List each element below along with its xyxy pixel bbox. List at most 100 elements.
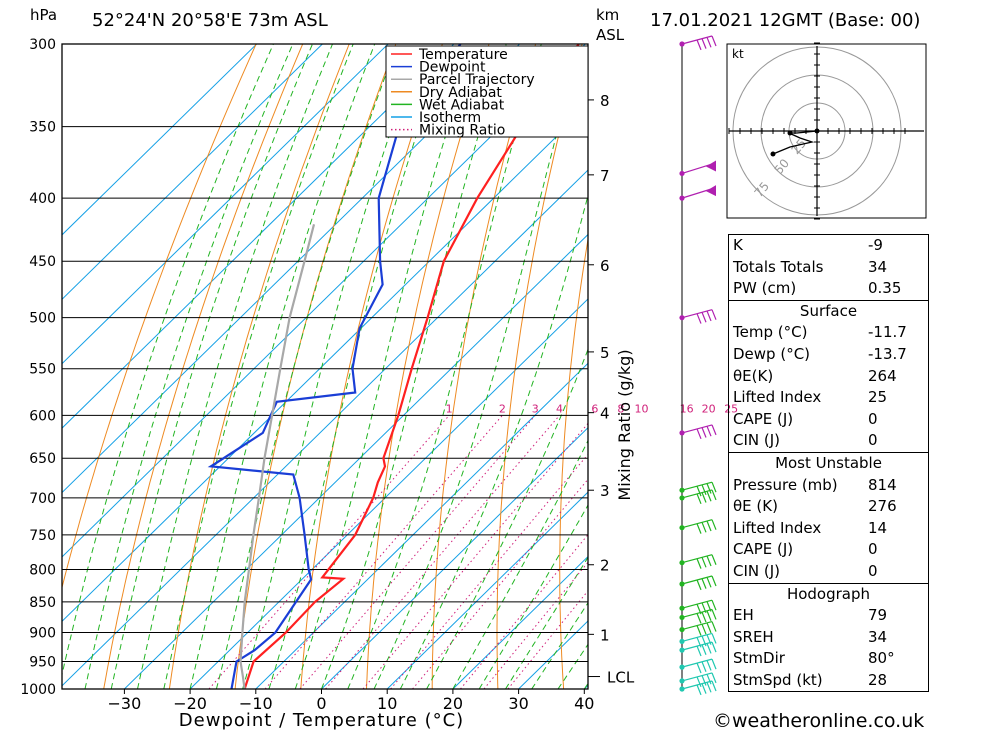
wind-barb-feather <box>706 37 712 48</box>
footer-credit: ©weatheronline.co.uk <box>713 710 925 732</box>
stat-value: 276 <box>868 497 897 516</box>
wind-barb-feather <box>696 485 702 497</box>
wind-barb-feather <box>711 633 717 644</box>
legend-entry: Isotherm <box>419 110 481 126</box>
mixing-ratio-line <box>483 561 588 689</box>
wind-barb-feather <box>706 555 712 567</box>
temperature-tick-label: 20 <box>443 694 463 713</box>
isotherm-line <box>62 44 586 558</box>
mixing-ratio-line <box>299 415 536 689</box>
stat-value: 25 <box>868 388 888 407</box>
height-km-label: 6 <box>600 257 610 275</box>
stat-value: 80° <box>868 649 895 668</box>
mixing-ratio-axis-title: Mixing Ratio (g/kg) <box>615 349 634 500</box>
height-km-label: 3 <box>600 482 610 500</box>
datetime-title: 17.01.2021 12GMT (Base: 00) <box>650 10 921 31</box>
wind-level-dot <box>679 664 685 670</box>
stat-row: Lifted Index 14 <box>729 518 928 540</box>
wind-barb-feather <box>706 610 712 621</box>
wind-barb-feather <box>701 683 707 694</box>
most-unstable-title: Most Unstable <box>729 451 928 475</box>
stat-label: CIN (J) <box>733 561 781 580</box>
wet-adiabat-line <box>242 44 422 689</box>
stat-label: Totals Totals <box>733 257 824 276</box>
stat-value: -13.7 <box>868 344 907 363</box>
wet-adiabat-line <box>110 44 313 689</box>
stat-label: θE (K) <box>733 497 778 516</box>
wind-barb-feather <box>701 661 707 672</box>
isotherm-line <box>62 169 588 687</box>
legend-entry: Dry Adiabat <box>419 85 502 101</box>
stat-label: StmSpd (kt) <box>733 670 823 689</box>
height-km-label: 2 <box>600 557 610 575</box>
isotherm-line <box>452 555 588 689</box>
wet-adiabat-line <box>84 44 294 689</box>
stat-row: SREH 34 <box>729 627 928 649</box>
mixing-ratio-label: 25 <box>724 402 738 415</box>
legend-entry: Temperature <box>418 47 508 63</box>
pressure-tick-label: 700 <box>29 491 56 507</box>
stat-value: 0.35 <box>868 279 902 298</box>
stat-label: CAPE (J) <box>733 409 794 428</box>
wind-barb-feather <box>701 675 707 686</box>
x-axis-title: Dewpoint / Temperature (°C) <box>179 710 464 731</box>
mixing-ratio-label: 8 <box>617 402 624 415</box>
mixing-ratio-line <box>460 533 588 689</box>
temperature-tick-label: 0 <box>316 694 326 713</box>
stat-value: 0 <box>868 561 878 580</box>
dewpoint-line <box>207 44 462 689</box>
wind-barb-feather <box>696 645 702 657</box>
wind-barb-feather <box>711 641 717 653</box>
stat-row: CIN (J) 0 <box>729 430 928 452</box>
wind-barb-feather <box>701 492 707 503</box>
stat-value: 264 <box>868 366 897 385</box>
wind-barb-feather <box>696 523 702 534</box>
mixing-ratio-line <box>507 590 588 689</box>
wind-barb-feather <box>696 684 702 696</box>
wind-barb-feather <box>711 309 717 320</box>
wet-adiabat-line <box>215 44 398 689</box>
wind-barb-feather <box>701 38 707 49</box>
wind-level-dot <box>679 614 685 621</box>
mixing-ratio-label: 2 <box>499 402 506 415</box>
wind-barb-feather <box>696 579 702 591</box>
hodograph-point <box>787 130 793 136</box>
mixing-ratio-label: 3 <box>532 402 539 415</box>
wind-barb-feather <box>701 578 707 589</box>
height-km-label: 4 <box>600 405 610 423</box>
hodograph-point <box>770 151 776 157</box>
stat-label: K <box>733 236 743 254</box>
stat-label: SREH <box>733 627 774 646</box>
mixing-ratio-line <box>325 415 560 689</box>
stat-row: StmDir 80° <box>729 648 928 670</box>
hpa-unit-label: hPa <box>30 6 58 24</box>
temperature-tick-label: −10 <box>239 694 273 713</box>
wind-barb-pennant <box>706 160 716 172</box>
stat-row: CAPE (J) 0 <box>729 539 928 561</box>
wind-barb-feather <box>711 672 717 684</box>
mixing-ratio-label: 16 <box>680 402 694 415</box>
stat-row: K -9 <box>729 235 928 257</box>
height-km-label: 5 <box>600 344 610 362</box>
temperature-tick-label: 10 <box>377 694 397 713</box>
dry-adiabat-line <box>366 44 490 689</box>
stat-value: 0 <box>868 409 878 428</box>
isotherm-line <box>62 44 323 300</box>
temperature-tick-label: −30 <box>108 694 142 713</box>
wind-barb-feather <box>701 484 707 496</box>
temperature-line <box>243 44 580 689</box>
wind-barb-feather <box>711 35 717 47</box>
wind-barb-feather <box>711 554 717 565</box>
wind-barb-feather <box>711 599 717 611</box>
legend-entry: Parcel Trajectory <box>419 72 535 88</box>
mixing-ratio-label: 4 <box>556 402 563 415</box>
wind-barb-feather <box>706 310 712 322</box>
mixing-ratio-line <box>264 415 503 689</box>
wind-barb-feather <box>701 522 707 533</box>
pressure-tick-label: 500 <box>29 311 56 327</box>
wind-barb-feather <box>711 489 717 501</box>
wet-adiabat-line <box>62 44 274 677</box>
temperature-tick-label: 30 <box>508 694 528 713</box>
wind-barb-feather <box>706 483 712 494</box>
